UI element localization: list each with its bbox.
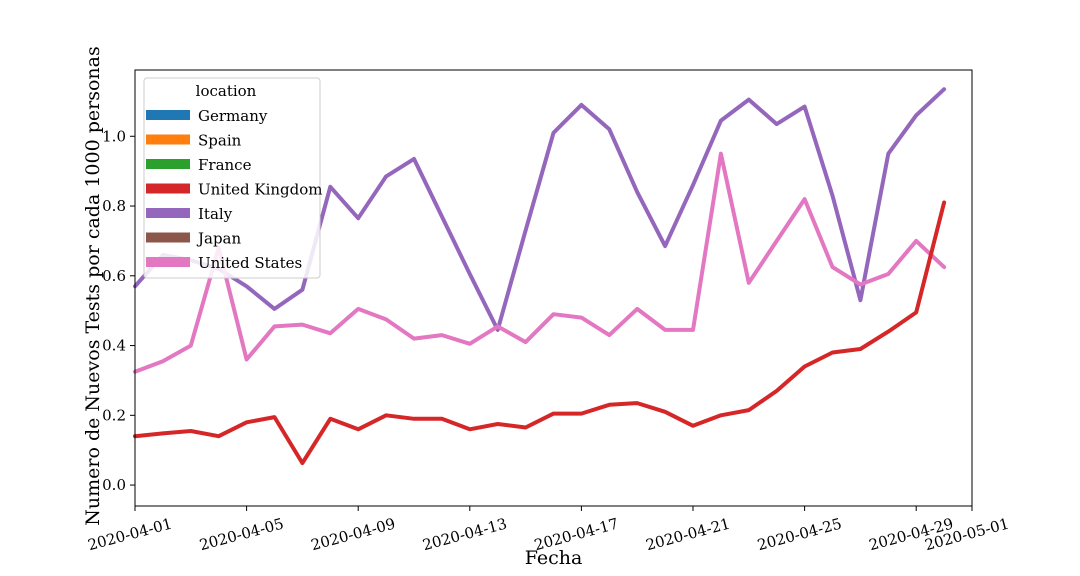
series-layer xyxy=(133,87,947,466)
x-tick-label: 2020-04-09 xyxy=(309,514,397,554)
plot-frame xyxy=(134,69,973,507)
y-tick-label: 0.0 xyxy=(102,476,126,494)
legend-swatch xyxy=(146,257,190,267)
legend-entry-label: Spain xyxy=(198,132,242,150)
legend-entry-label: France xyxy=(198,156,252,174)
x-axis-label: Fecha xyxy=(525,547,583,569)
legend-swatch xyxy=(146,232,190,243)
x-tick-label: 2020-04-13 xyxy=(421,514,509,554)
y-axis: 0.0 0.2 0.4 0.6 0.8 1.0 xyxy=(102,127,135,494)
y-tick-label: 0.2 xyxy=(102,406,126,424)
y-tick-label: 0.4 xyxy=(102,337,126,355)
legend-entry-label: Japan xyxy=(196,230,242,248)
y-tick-label: 0.6 xyxy=(102,267,126,285)
legend-swatch xyxy=(146,159,190,169)
x-tick-label: 2020-04-05 xyxy=(197,514,285,554)
legend-entry-label: Italy xyxy=(198,205,233,223)
x-tick-label: 2020-04-25 xyxy=(755,514,843,554)
legend-swatch xyxy=(146,183,190,194)
legend-swatch xyxy=(146,208,190,218)
legend-box xyxy=(143,77,321,279)
y-axis-label: Numero de Nuevos Tests por cada 1000 per… xyxy=(82,46,104,525)
legend-entry-label: United States xyxy=(198,254,302,272)
x-tick-label: 2020-04-21 xyxy=(644,514,732,554)
legend-entry-label: United Kingdom xyxy=(198,181,323,199)
y-tick-label: 1.0 xyxy=(102,127,126,145)
series-line-united-kingdom xyxy=(133,200,947,466)
series-line-united-states xyxy=(133,151,947,374)
series-line-italy xyxy=(133,87,947,332)
legend-title: location xyxy=(196,82,257,100)
legend: location Germany Spain France United Kingdom… xyxy=(143,77,323,279)
legend-entry-label: Germany xyxy=(198,107,268,125)
legend-swatch xyxy=(146,134,190,145)
y-tick-label: 0.8 xyxy=(102,197,126,215)
legend-swatch xyxy=(146,110,190,120)
